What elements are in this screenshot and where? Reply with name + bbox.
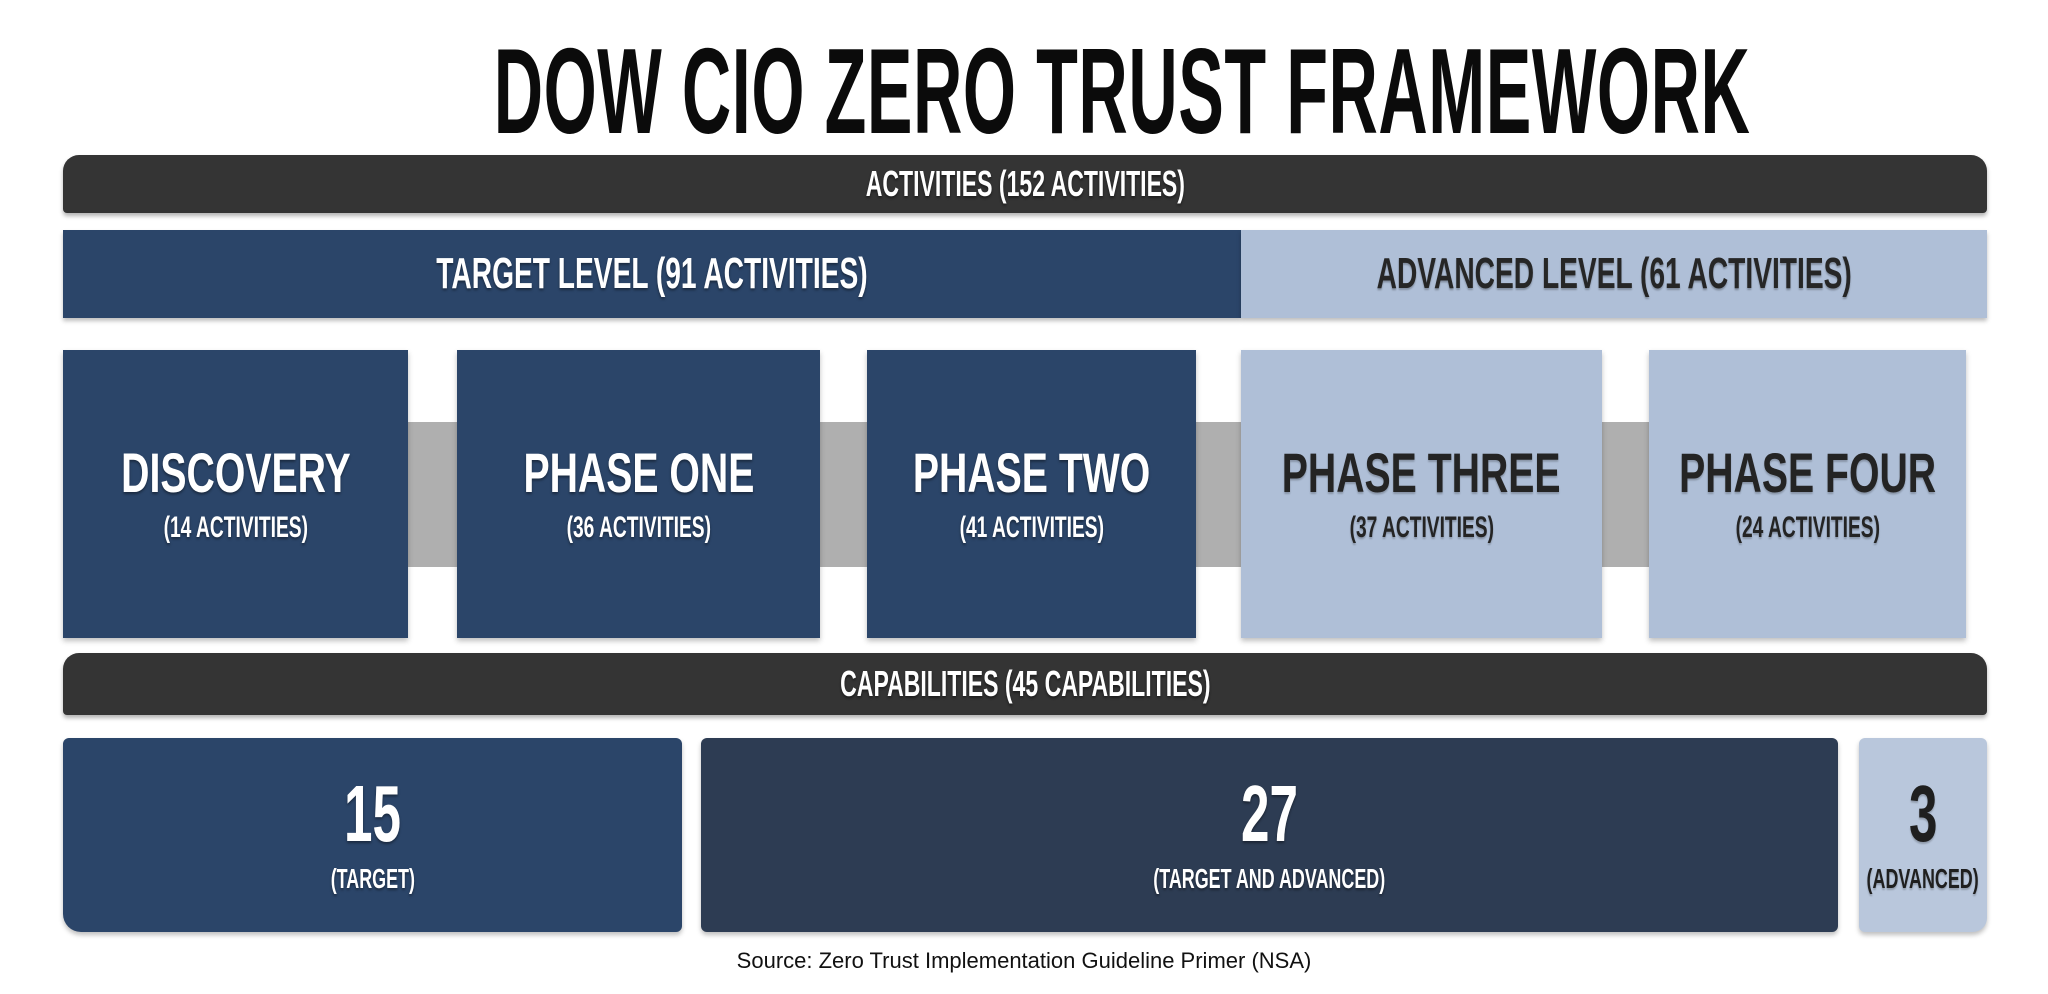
capabilities-bar-label: CAPABILITIES (45 CAPABILITIES)	[839, 663, 1211, 704]
capability-label-text: (TARGET)	[330, 863, 415, 895]
phase-box-discovery: DISCOVERY (14 ACTIVITIES)	[63, 350, 408, 638]
phase-name: PHASE THREE	[1222, 442, 1620, 504]
activities-bar-label: ACTIVITIES (152 ACTIVITIES)	[865, 163, 1185, 204]
phase-name-text: PHASE ONE	[523, 441, 754, 505]
phase-connector	[812, 422, 876, 567]
capability-count: 15	[328, 774, 417, 854]
phase-sub-text: (36 ACTIVITIES)	[566, 510, 711, 544]
capability-label-text: (ADVANCED)	[1866, 863, 1980, 895]
capabilities-bar: CAPABILITIES (45 CAPABILITIES)	[63, 653, 1987, 715]
phase-name-text: PHASE THREE	[1282, 441, 1561, 505]
phase-name-text: DISCOVERY	[120, 441, 351, 505]
activities-bar: ACTIVITIES (152 ACTIVITIES)	[63, 155, 1987, 213]
phase-activity-count: (24 ACTIVITIES)	[1695, 510, 1921, 546]
page-title: DOW CIO ZERO TRUST FRAMEWORK	[0, 30, 2048, 152]
source-caption-text: Source: Zero Trust Implementation Guidel…	[736, 948, 1312, 973]
phase-name: PHASE TWO	[862, 442, 1201, 504]
phase-box-three: PHASE THREE (37 ACTIVITIES)	[1241, 350, 1602, 638]
phase-name: PHASE ONE	[474, 442, 804, 504]
capability-box-target-advanced: 27 (TARGET AND ADVANCED)	[701, 738, 1838, 932]
phase-sub-text: (24 ACTIVITIES)	[1735, 510, 1880, 544]
level-bar-target: TARGET LEVEL (91 ACTIVITIES)	[63, 230, 1241, 318]
phase-connector	[400, 422, 466, 567]
capability-count: 3	[1901, 774, 1946, 854]
capability-label: (TARGET AND ADVANCED)	[1088, 862, 1450, 896]
phase-sub-text: (37 ACTIVITIES)	[1349, 510, 1494, 544]
capability-box-target: 15 (TARGET)	[63, 738, 682, 932]
advanced-level-label: ADVANCED LEVEL (61 ACTIVITIES)	[1376, 249, 1852, 298]
capability-label-text: (TARGET AND ADVANCED)	[1153, 863, 1386, 895]
phase-name: DISCOVERY	[72, 442, 400, 504]
capability-count: 27	[1225, 774, 1314, 854]
phase-name-text: PHASE FOUR	[1678, 441, 1937, 505]
capability-count-text: 15	[344, 769, 401, 859]
capability-count-text: 27	[1241, 769, 1298, 859]
phase-connector	[1596, 422, 1658, 567]
phase-box-four: PHASE FOUR (24 ACTIVITIES)	[1649, 350, 1966, 638]
phase-sub-text: (14 ACTIVITIES)	[163, 510, 308, 544]
phase-activity-count: (37 ACTIVITIES)	[1309, 510, 1535, 546]
phase-name: PHASE FOUR	[1624, 442, 1991, 504]
phase-connector	[1188, 422, 1250, 567]
phase-sub-text: (41 ACTIVITIES)	[959, 510, 1104, 544]
page-title-text: DOW CIO ZERO TRUST FRAMEWORK	[493, 23, 1751, 159]
capability-box-advanced: 3 (ADVANCED)	[1859, 738, 1987, 932]
phase-activity-count: (14 ACTIVITIES)	[123, 510, 349, 546]
capability-label: (TARGET)	[307, 862, 439, 896]
capability-label: (ADVANCED)	[1835, 862, 2010, 896]
phase-name-text: PHASE TWO	[912, 441, 1151, 505]
phase-box-two: PHASE TWO (41 ACTIVITIES)	[867, 350, 1196, 638]
phase-box-one: PHASE ONE (36 ACTIVITIES)	[457, 350, 820, 638]
phase-activity-count: (36 ACTIVITIES)	[526, 510, 752, 546]
level-bar-advanced: ADVANCED LEVEL (61 ACTIVITIES)	[1241, 230, 1987, 318]
capability-count-text: 3	[1908, 769, 1938, 859]
source-caption: Source: Zero Trust Implementation Guidel…	[0, 948, 2048, 974]
target-level-label: TARGET LEVEL (91 ACTIVITIES)	[436, 249, 868, 298]
phase-activity-count: (41 ACTIVITIES)	[919, 510, 1145, 546]
